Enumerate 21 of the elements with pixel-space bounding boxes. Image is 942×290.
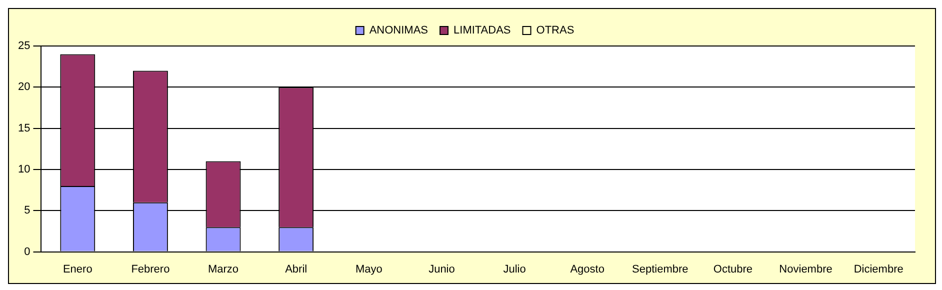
legend-label: OTRAS — [536, 24, 574, 37]
x-tick-label: Mayo — [355, 263, 382, 276]
y-tick-label: 5 — [24, 204, 30, 217]
y-tick-label: 20 — [18, 81, 30, 94]
x-tick-label: Julio — [503, 263, 526, 276]
x-tick-label: Abril — [285, 263, 308, 276]
x-tick-label: Febrero — [131, 263, 170, 276]
legend-label: LIMITADAS — [454, 24, 511, 37]
y-tick-label: 15 — [18, 122, 30, 134]
x-tick-label: Agosto — [570, 263, 604, 276]
x-tick-label: Octubre — [713, 263, 753, 276]
y-tick-label: 25 — [18, 40, 30, 52]
legend-label: ANONIMAS — [369, 24, 428, 37]
x-tick-label: Enero — [62, 263, 92, 276]
x-tick-label: Noviembre — [779, 263, 832, 276]
x-tick-label: Septiembre — [632, 263, 688, 276]
y-tick-label: 0 — [24, 246, 30, 258]
x-tick-label: Marzo — [208, 263, 239, 276]
x-tick-label: Diciembre — [854, 263, 904, 276]
x-tick-label: Junio — [428, 263, 455, 276]
y-tick-label: 10 — [18, 164, 30, 176]
